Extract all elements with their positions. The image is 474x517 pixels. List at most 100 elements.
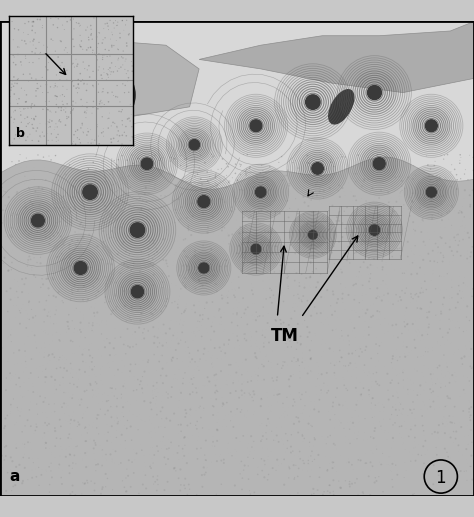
Point [220, 309, 228, 317]
Point [49, 337, 56, 345]
Point [349, 350, 356, 358]
Point [30, 18, 37, 26]
Point [366, 274, 374, 282]
Point [201, 374, 208, 383]
Point [0, 183, 6, 191]
Point [468, 451, 474, 460]
Point [203, 293, 211, 301]
Point [101, 34, 109, 42]
Point [125, 189, 132, 197]
Point [401, 417, 408, 425]
Point [61, 446, 69, 454]
Point [190, 327, 198, 336]
Point [372, 340, 380, 348]
Point [4, 421, 11, 429]
Point [364, 402, 371, 410]
Point [41, 193, 48, 202]
Point [342, 398, 350, 406]
Point [121, 302, 129, 311]
Point [19, 229, 27, 237]
Point [338, 233, 346, 241]
Point [385, 452, 393, 461]
Point [128, 330, 136, 339]
Point [179, 279, 187, 287]
Point [48, 198, 55, 206]
Point [56, 337, 64, 345]
Point [224, 293, 231, 301]
Point [112, 214, 119, 222]
Point [66, 393, 73, 402]
Point [14, 293, 22, 301]
Point [393, 411, 401, 419]
Point [458, 208, 465, 217]
Point [282, 238, 289, 247]
Point [193, 436, 201, 445]
Point [305, 378, 313, 387]
Point [365, 218, 372, 226]
Point [1, 206, 9, 215]
Point [239, 294, 247, 302]
Point [112, 237, 120, 245]
Point [344, 210, 352, 218]
Circle shape [369, 225, 380, 235]
Point [451, 200, 458, 208]
Point [33, 84, 41, 93]
Point [413, 262, 420, 270]
Point [77, 77, 85, 85]
Point [289, 447, 297, 455]
Point [404, 411, 411, 419]
Point [35, 229, 42, 237]
Point [52, 190, 60, 198]
Point [98, 129, 106, 137]
Point [345, 435, 352, 444]
Point [457, 306, 465, 314]
Point [18, 359, 26, 368]
Point [81, 333, 88, 341]
Point [244, 378, 252, 386]
Point [373, 409, 381, 418]
Point [52, 151, 59, 160]
Point [183, 214, 191, 222]
Point [218, 226, 226, 235]
Point [134, 294, 141, 302]
Point [291, 451, 299, 460]
Point [169, 331, 177, 340]
Point [360, 436, 368, 444]
Point [469, 242, 474, 251]
Point [327, 235, 334, 244]
Point [337, 327, 344, 336]
Point [400, 434, 407, 443]
Point [177, 215, 185, 223]
Point [74, 418, 82, 427]
Point [62, 12, 69, 21]
Point [79, 414, 86, 422]
Point [64, 18, 71, 26]
Point [150, 222, 158, 230]
Point [34, 227, 41, 236]
Point [133, 202, 141, 210]
Point [5, 295, 12, 303]
Point [67, 365, 75, 373]
Point [191, 284, 199, 293]
Point [259, 166, 267, 175]
Point [222, 235, 229, 243]
Point [291, 250, 299, 258]
Point [27, 355, 35, 363]
Point [2, 436, 9, 445]
Point [351, 193, 358, 201]
Point [307, 406, 314, 414]
Point [274, 457, 282, 465]
Point [72, 241, 80, 249]
Point [328, 358, 336, 366]
Point [15, 74, 22, 83]
Point [83, 66, 91, 74]
Point [45, 419, 53, 427]
Point [75, 374, 82, 383]
Point [429, 453, 437, 462]
Point [184, 336, 191, 344]
Point [2, 442, 10, 450]
Point [49, 21, 57, 29]
Point [283, 393, 291, 402]
Point [344, 212, 351, 221]
Point [198, 184, 205, 192]
